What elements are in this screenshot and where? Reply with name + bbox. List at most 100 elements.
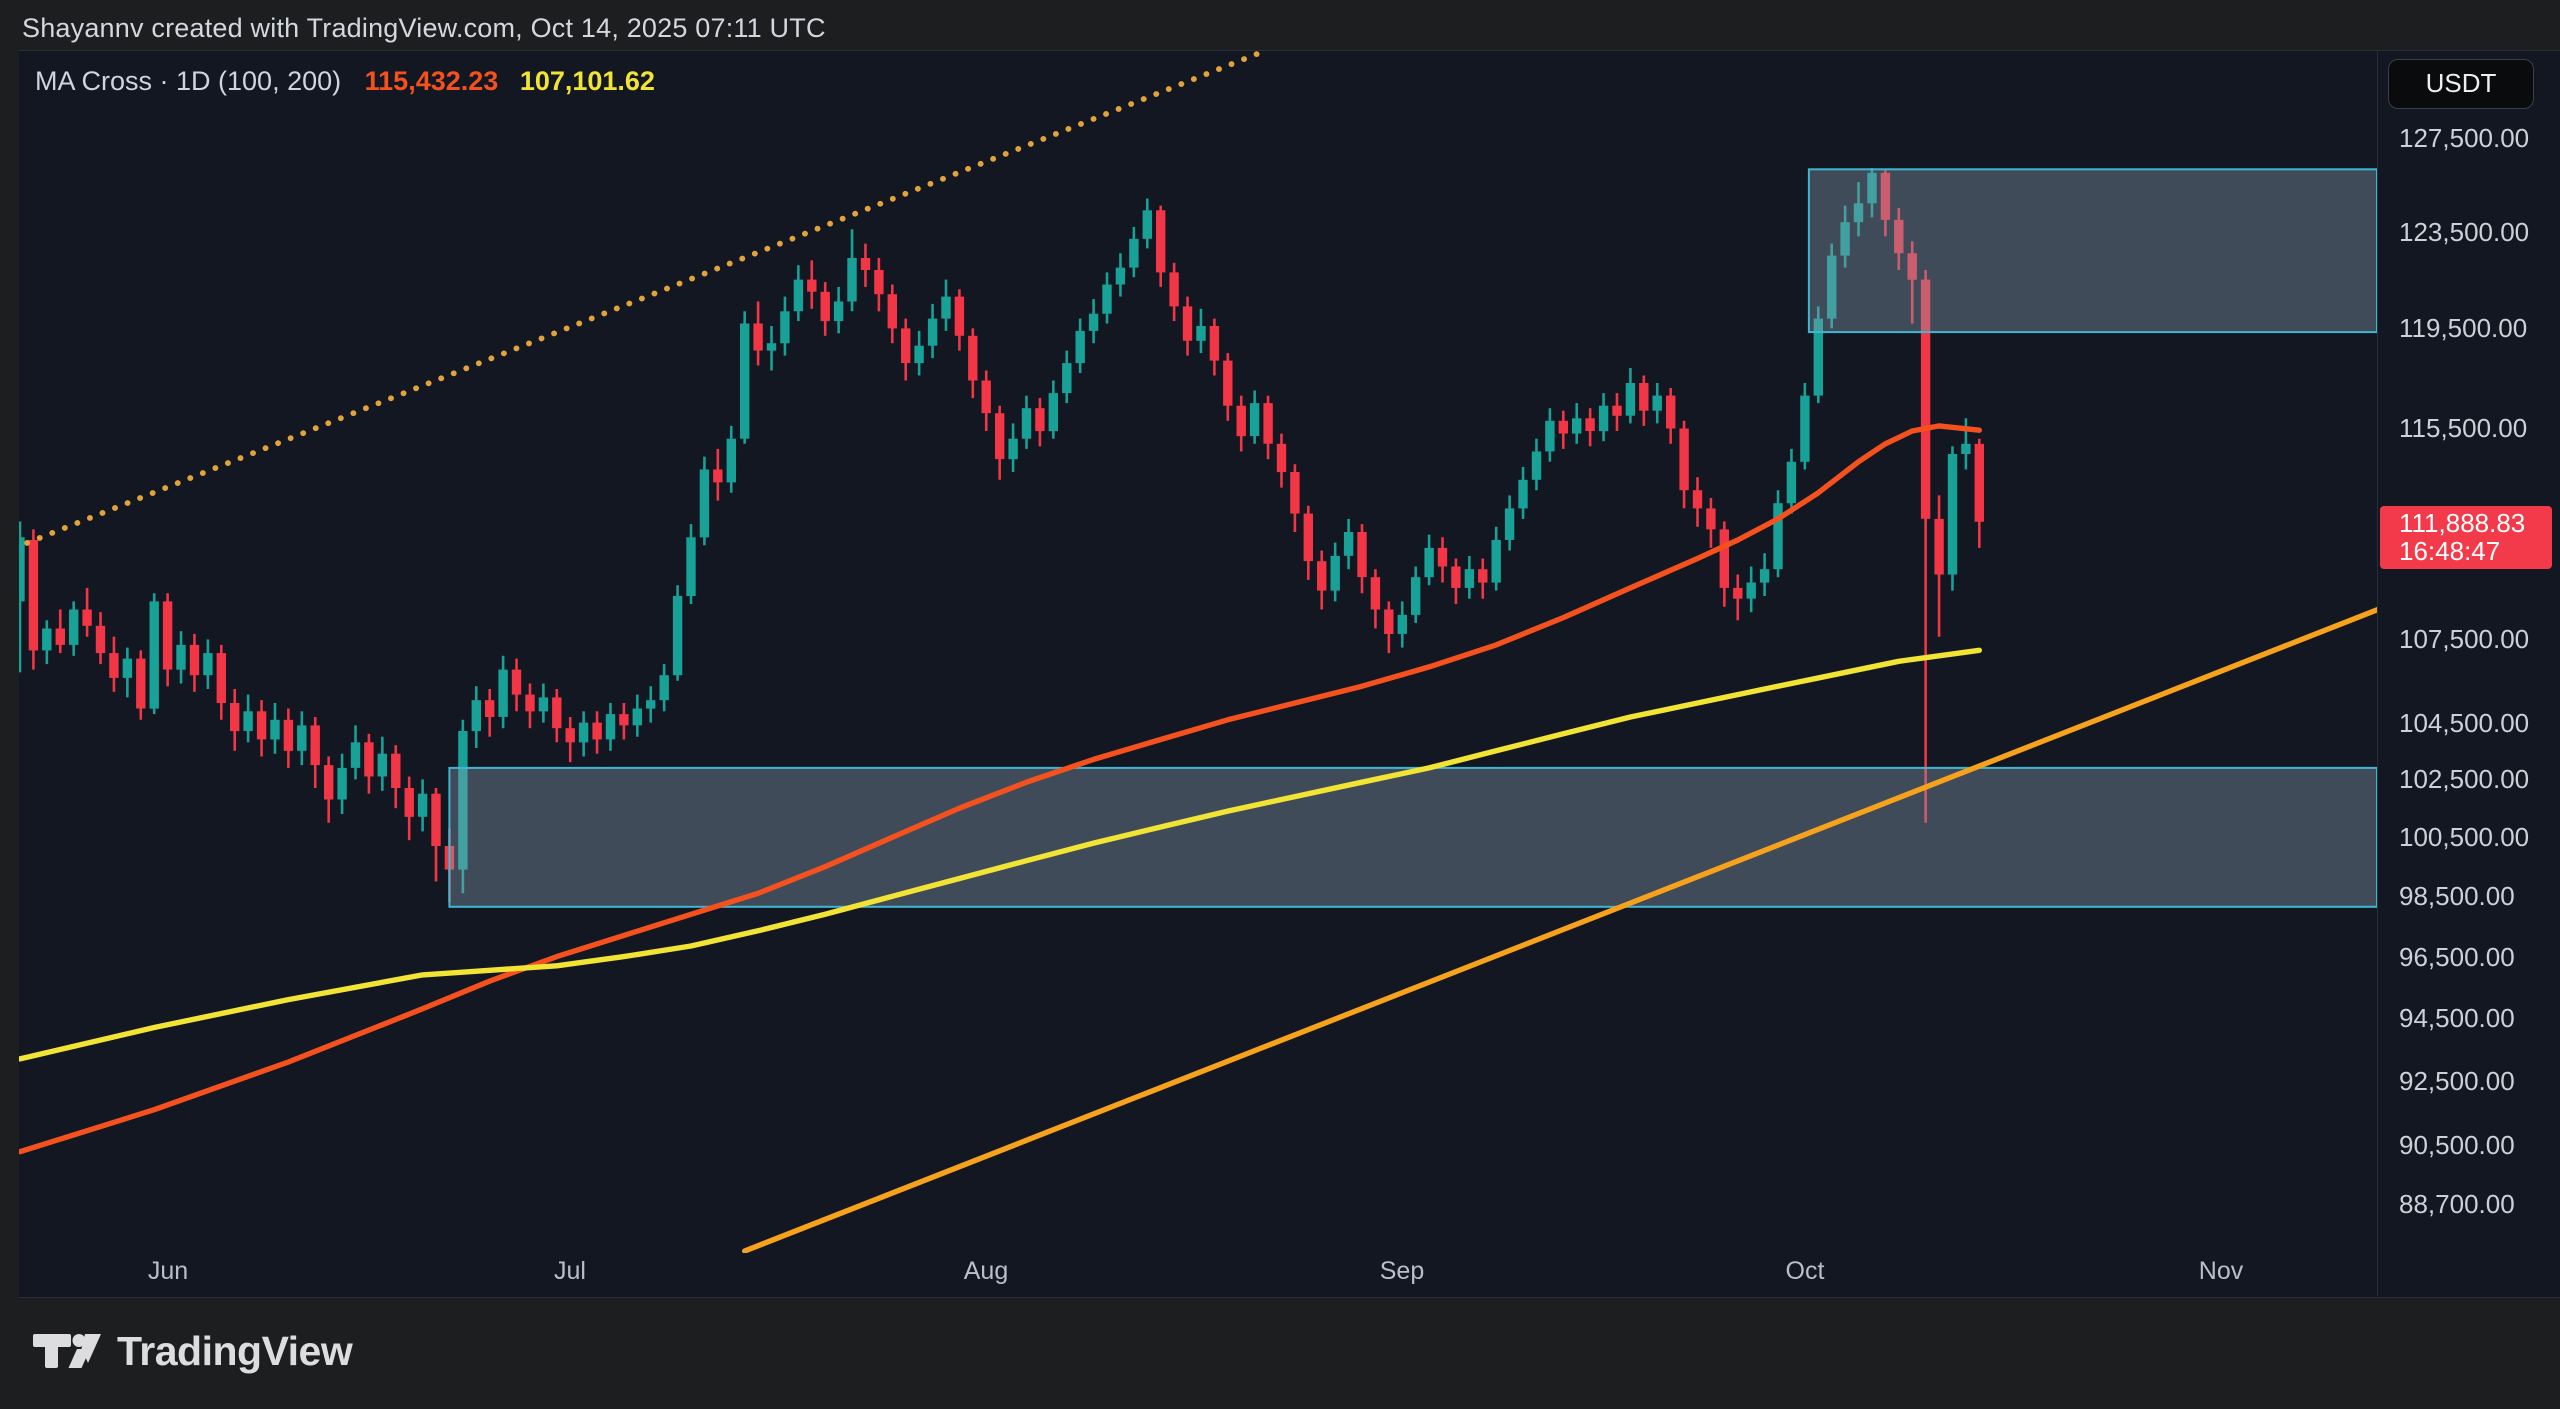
candle-body [1088,313,1099,331]
candle-body [417,793,428,817]
candle-body [310,725,320,766]
candle-body [686,537,696,596]
candle-body [1759,569,1770,583]
candle-body [592,722,602,740]
candle-body [1961,443,1971,454]
candle-body [1411,577,1421,615]
candle-body [377,753,387,777]
overlay-lines[interactable] [15,50,2378,1253]
candlestick-series[interactable] [15,168,1984,903]
candle-body [887,294,897,329]
candle-body [619,714,629,726]
candle-body [82,609,92,626]
last-price-badge: 111,888.83 16:48:47 [2380,506,2552,569]
candle-body [646,700,656,709]
candle-body [1786,461,1797,504]
candle-body [1357,532,1367,578]
candle-body [350,742,361,768]
candle-body [1612,405,1622,416]
candle-body [1827,255,1837,319]
price-tick-label: 123,500.00 [2399,217,2530,247]
candle-body [162,601,173,670]
candle-body [1531,451,1542,480]
month-tick-label: Jun [147,1257,189,1285]
candle-body [927,318,938,346]
candle-body [324,765,334,800]
candle-body [1451,566,1461,588]
ma-line-fast [19,423,1983,1155]
candle-body [1974,443,1984,522]
candle-body [1773,503,1783,570]
candle-body [1343,532,1354,556]
indicator-title: MA Cross · 1D (100, 200) [35,66,342,96]
month-tick-label: Aug [963,1257,1009,1285]
candle-body [1437,547,1448,567]
candle-body [740,323,750,439]
price-tick-label: 107,500.00 [2399,624,2530,654]
candle-body [391,753,401,788]
tradingview-logo-icon[interactable] [33,1326,103,1376]
candle-body [1692,490,1703,509]
candle-body [968,335,978,381]
candle-body [216,653,226,703]
candle-body [1652,395,1662,411]
candle-body [337,767,347,800]
candle-body [283,719,294,751]
candle-body [1867,172,1877,204]
candle-body [1491,540,1501,583]
zone-boxes[interactable] [448,168,2377,908]
candle-body [471,700,481,732]
candle-body [1276,443,1287,473]
candle-body [19,537,25,602]
candle-body [914,345,924,364]
candle-body [659,675,669,701]
candle-body [28,540,39,651]
brand-wordmark: TradingView [117,1327,353,1374]
ma-slow-value: 107,101.62 [519,66,655,96]
currency-toggle-button[interactable]: USDT [2388,59,2534,109]
candle-body [176,644,186,670]
candle-body [1397,614,1407,634]
candle-body [552,697,562,729]
candle-body [256,711,267,740]
candle-body [1585,418,1595,431]
demand-zone [448,766,2377,908]
candle-body [1853,203,1864,223]
chart-pane[interactable] [19,50,2560,1298]
candle-body [1249,403,1260,437]
candle-body [578,722,589,743]
candle-body [1209,326,1220,361]
candle-body [1142,210,1152,239]
candle-body [1290,472,1300,514]
candle-body [1947,454,1958,575]
attribution-text: Shayannv created with TradingView.com, O… [22,13,826,43]
price-tick-label: 104,500.00 [2399,708,2530,738]
candle-body [297,725,307,751]
candle-body [820,291,830,322]
bar-countdown: 16:48:47 [2399,536,2501,566]
candle-body [1102,284,1112,314]
candle-body [511,669,522,695]
price-tick-label: 96,500.00 [2399,942,2515,972]
candle-body [1303,513,1313,562]
candle-body [109,653,119,678]
candle-body [122,658,133,678]
candle-body [847,258,857,302]
candle-body [995,413,1005,460]
candle-body [1115,267,1126,285]
indicator-legend[interactable]: MA Cross · 1D (100, 200) 115,432.23 107,… [35,66,655,97]
price-tick-label: 90,500.00 [2399,1130,2515,1160]
candle-body [1504,508,1515,540]
time-axis[interactable] [19,1246,2377,1296]
price-tick-label: 98,500.00 [2399,881,2515,911]
candle-body [860,258,871,270]
candle-body [1008,438,1018,460]
candle-body [404,788,414,817]
footer-brand[interactable]: TradingView [33,1326,353,1376]
candle-body [243,711,253,731]
candle-body [1478,569,1488,583]
candle-body [1021,408,1032,439]
ascending-support-trendline [742,606,2377,1253]
candle-body [713,469,723,483]
